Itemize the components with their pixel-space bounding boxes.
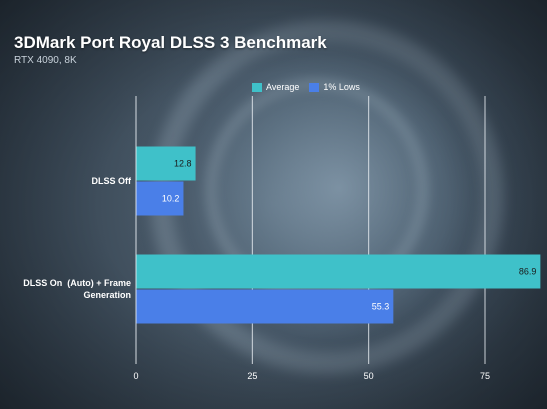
chart-legend: Average 1% Lows xyxy=(252,82,360,92)
x-tick-label-0: 0 xyxy=(133,371,138,381)
data-label-average-0: 12.8 xyxy=(174,159,192,169)
legend-label-lows: 1% Lows xyxy=(323,82,360,92)
category-label-1-line-0: DLSS On (Auto) + Frame xyxy=(23,278,131,288)
legend-swatch-lows xyxy=(309,82,320,92)
chart-subtitle: RTX 4090, 8K xyxy=(14,55,77,66)
bar-lows-0 xyxy=(136,181,184,216)
category-label-1-line-1: Generation xyxy=(83,290,131,300)
chart-title: 3DMark Port Royal DLSS 3 Benchmark xyxy=(14,33,327,52)
data-label-lows-0: 10.2 xyxy=(162,194,180,204)
x-tick-label-75: 75 xyxy=(480,371,490,381)
x-tick-label-25: 25 xyxy=(247,371,257,381)
bar-average-0 xyxy=(136,146,196,181)
legend-label-average: Average xyxy=(266,82,300,92)
x-tick-label-50: 50 xyxy=(364,371,374,381)
legend-swatch-average xyxy=(252,82,262,92)
legend-item-average[interactable]: Average xyxy=(252,82,299,92)
bar-lows-1 xyxy=(136,289,394,324)
legend-item-lows[interactable]: 1% Lows xyxy=(309,82,360,92)
data-label-lows-1: 55.3 xyxy=(372,302,390,312)
bar-average-1 xyxy=(136,254,541,289)
category-label-0-line-0: DLSS Off xyxy=(92,176,133,186)
data-label-average-1: 86.9 xyxy=(519,267,537,277)
